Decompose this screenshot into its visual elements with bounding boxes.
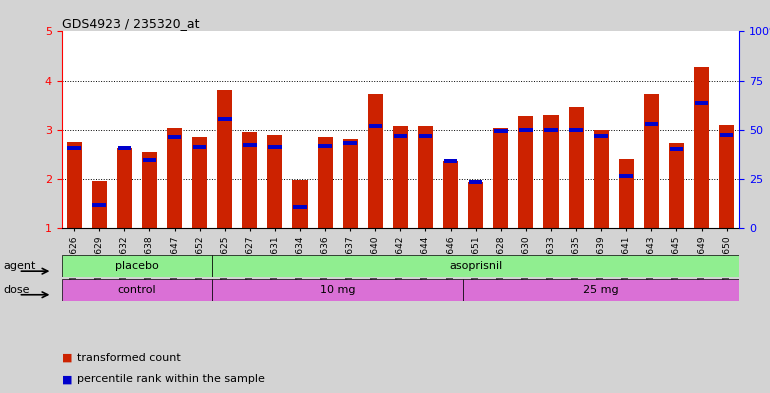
Bar: [494, 129, 507, 133]
Bar: [142, 158, 156, 162]
Bar: [192, 145, 206, 149]
Text: 10 mg: 10 mg: [320, 285, 356, 295]
FancyBboxPatch shape: [62, 255, 213, 277]
Bar: [443, 161, 458, 228]
Bar: [267, 134, 283, 228]
Bar: [218, 117, 232, 121]
FancyBboxPatch shape: [463, 279, 739, 301]
Bar: [268, 145, 282, 149]
Bar: [317, 137, 333, 228]
Bar: [168, 135, 181, 139]
Bar: [142, 152, 157, 228]
Bar: [192, 137, 207, 228]
Bar: [419, 134, 432, 138]
Bar: [644, 122, 658, 126]
Bar: [469, 180, 483, 184]
Bar: [594, 134, 608, 138]
Bar: [67, 146, 81, 150]
Bar: [519, 128, 533, 132]
Bar: [393, 134, 407, 138]
Bar: [568, 107, 584, 228]
Bar: [644, 94, 659, 228]
Text: GDS4923 / 235320_at: GDS4923 / 235320_at: [62, 17, 199, 30]
Bar: [719, 125, 734, 228]
Bar: [620, 174, 633, 178]
Bar: [518, 116, 534, 228]
Bar: [243, 143, 256, 147]
Bar: [444, 159, 457, 163]
Bar: [468, 182, 484, 228]
Text: percentile rank within the sample: percentile rank within the sample: [77, 374, 265, 384]
Bar: [368, 94, 383, 228]
Bar: [92, 181, 107, 228]
Text: asoprisnil: asoprisnil: [449, 261, 502, 271]
Bar: [167, 128, 182, 228]
FancyBboxPatch shape: [213, 279, 463, 301]
Bar: [494, 128, 508, 228]
Bar: [569, 128, 583, 132]
Bar: [619, 159, 634, 228]
Bar: [67, 142, 82, 228]
Text: dose: dose: [4, 285, 30, 295]
Text: ■: ■: [62, 353, 72, 363]
FancyBboxPatch shape: [213, 255, 739, 277]
Text: transformed count: transformed count: [77, 353, 181, 363]
Bar: [694, 67, 709, 228]
Text: control: control: [118, 285, 156, 295]
Bar: [243, 132, 257, 228]
Bar: [393, 126, 408, 228]
Bar: [92, 203, 106, 207]
Bar: [293, 205, 306, 209]
Bar: [369, 124, 382, 128]
Text: placebo: placebo: [115, 261, 159, 271]
Bar: [544, 115, 558, 228]
Bar: [318, 144, 332, 148]
Bar: [418, 126, 433, 228]
Bar: [118, 146, 131, 150]
Bar: [695, 101, 708, 105]
Bar: [594, 130, 609, 228]
Text: ■: ■: [62, 374, 72, 384]
Bar: [343, 141, 357, 145]
Bar: [217, 90, 233, 228]
Bar: [669, 143, 684, 228]
Bar: [117, 148, 132, 228]
Text: agent: agent: [4, 261, 36, 272]
FancyBboxPatch shape: [62, 279, 213, 301]
Bar: [670, 147, 683, 151]
Bar: [293, 180, 307, 228]
Bar: [343, 139, 358, 228]
Bar: [544, 128, 557, 132]
Text: 25 mg: 25 mg: [584, 285, 619, 295]
Bar: [720, 133, 734, 137]
